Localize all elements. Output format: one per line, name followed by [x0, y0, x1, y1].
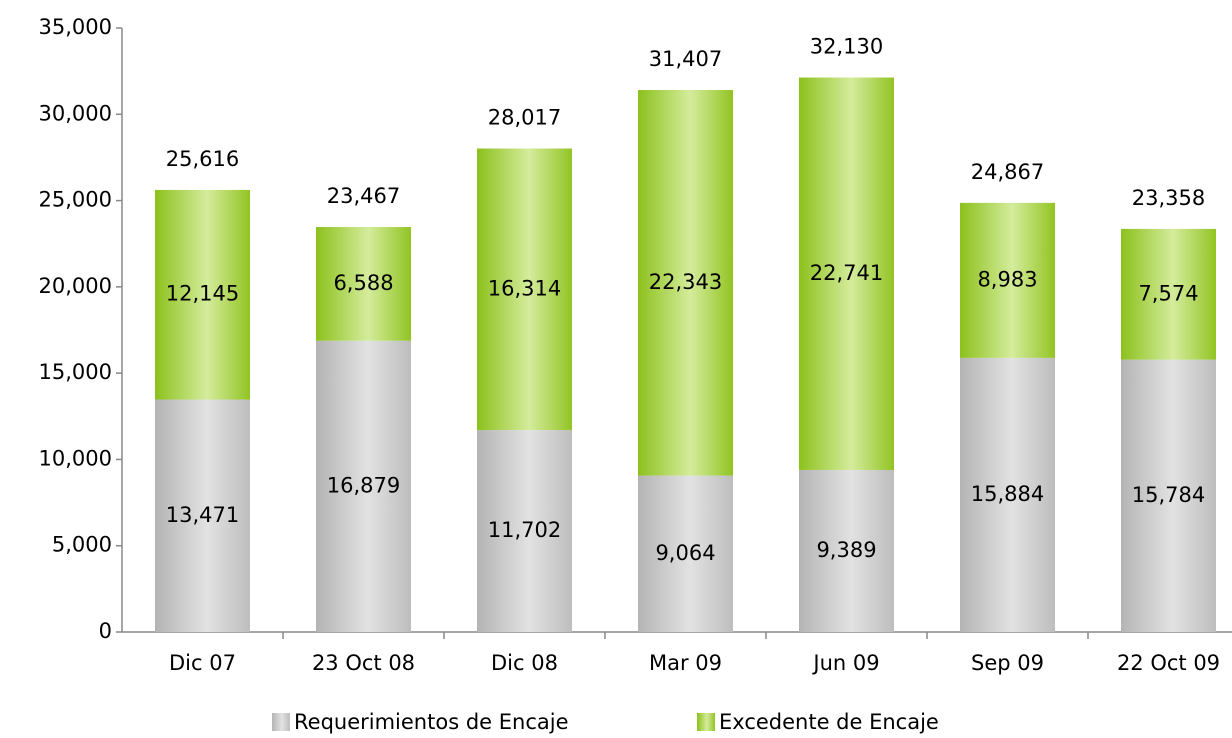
data-label: 22,741 — [810, 261, 883, 285]
data-label: 15,784 — [1132, 483, 1205, 507]
bar-segment — [316, 340, 411, 632]
x-tick-label: Dic 07 — [169, 651, 236, 675]
data-label: 9,389 — [816, 538, 876, 562]
data-label: 7,574 — [1138, 281, 1198, 305]
y-tick-label: 35,000 — [39, 15, 112, 39]
y-tick-label: 30,000 — [39, 101, 112, 125]
bar-segment — [477, 148, 572, 431]
data-label: 12,145 — [166, 282, 239, 306]
data-label: 16,314 — [488, 276, 561, 300]
total-label: 31,407 — [649, 47, 722, 71]
total-label: 32,130 — [810, 35, 883, 59]
data-label: 16,879 — [327, 473, 400, 497]
y-tick-label: 10,000 — [39, 446, 112, 470]
x-tick-label: Jun 09 — [811, 651, 879, 675]
data-label: 6,588 — [333, 271, 393, 295]
bar-segment — [1121, 359, 1216, 632]
bar-segment — [155, 189, 250, 400]
total-label: 24,867 — [971, 160, 1044, 184]
total-label: 28,017 — [488, 106, 561, 130]
bar-segment — [638, 90, 733, 476]
y-tick-label: 15,000 — [39, 360, 112, 384]
legend-label: Excedente de Encaje — [719, 710, 939, 734]
legend-swatch — [272, 713, 290, 731]
x-tick-label: 23 Oct 08 — [312, 651, 415, 675]
y-tick-label: 5,000 — [52, 533, 112, 557]
y-tick-label: 20,000 — [39, 274, 112, 298]
legend-label: Requerimientos de Encaje — [294, 710, 569, 734]
total-label: 23,467 — [327, 184, 400, 208]
bar-segment — [638, 475, 733, 632]
data-label: 15,884 — [971, 482, 1044, 506]
data-label: 13,471 — [166, 503, 239, 527]
data-label: 11,702 — [488, 518, 561, 542]
bar-segment — [799, 77, 894, 470]
x-tick-label: Sep 09 — [971, 651, 1044, 675]
bar-segment — [960, 357, 1055, 632]
bar-segment — [155, 399, 250, 632]
legend-swatch — [697, 713, 715, 731]
total-label: 25,616 — [166, 147, 239, 171]
bar-segment — [799, 469, 894, 632]
bar-segment — [960, 202, 1055, 358]
data-label: 8,983 — [977, 267, 1037, 291]
bar-segment — [477, 430, 572, 632]
y-tick-label: 25,000 — [39, 188, 112, 212]
data-label: 9,064 — [655, 541, 715, 565]
data-label: 22,343 — [649, 270, 722, 294]
x-tick-label: 22 Oct 09 — [1117, 651, 1220, 675]
x-tick-label: Dic 08 — [491, 651, 558, 675]
total-label: 23,358 — [1132, 186, 1205, 210]
y-tick-label: 0 — [99, 619, 112, 643]
bar-segment — [316, 227, 411, 341]
x-tick-label: Mar 09 — [649, 651, 722, 675]
bar-segment — [1121, 228, 1216, 360]
